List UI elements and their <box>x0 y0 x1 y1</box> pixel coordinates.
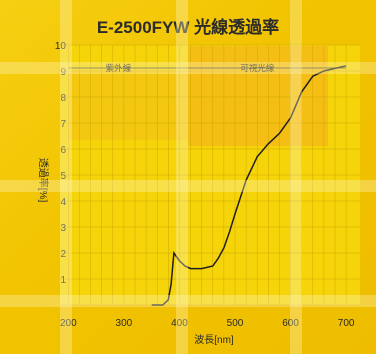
uv-band-label: 紫外線 <box>106 63 132 73</box>
y-tick-label: 8 <box>60 93 66 104</box>
x-tick-labels: 200 300 400 500 600 700 <box>60 318 355 329</box>
tape-strip-v1 <box>60 0 72 354</box>
y-axis-label: 透過率[%] <box>37 158 50 203</box>
y-tick-label: 5 <box>60 171 66 182</box>
tape-strip-v2 <box>176 0 188 354</box>
visible-band-label: 可視光線 <box>240 63 275 73</box>
y-tick-label: 6 <box>60 145 66 156</box>
visible-band-highlight <box>188 46 328 146</box>
x-tick-label: 700 <box>338 318 355 329</box>
y-tick-label: 9 <box>60 67 66 78</box>
y-tick-label: 10 <box>55 41 67 52</box>
tape-strip-v3 <box>290 0 302 354</box>
band-annotations: 紫外線 可視光線 <box>68 63 347 73</box>
grid <box>60 44 360 306</box>
series-line <box>151 65 347 306</box>
x-tick-label: 300 <box>116 318 133 329</box>
tape-strip-h1 <box>0 62 376 74</box>
y-tick-label: 4 <box>60 197 66 208</box>
uv-band-highlight <box>70 70 188 140</box>
x-tick-label: 500 <box>227 318 244 329</box>
y-tick-label: 2 <box>60 249 66 260</box>
x-tick-label: 200 <box>60 318 77 329</box>
y-tick-labels: 10 9 8 7 6 5 4 3 2 1 <box>55 41 67 286</box>
y-tick-label: 1 <box>60 275 66 286</box>
x-tick-label: 400 <box>171 318 188 329</box>
y-tick-label: 7 <box>60 119 66 130</box>
x-axis-label: 波長[nm] <box>194 333 234 346</box>
x-tick-label: 600 <box>282 318 299 329</box>
tape-strip-h2 <box>0 180 376 192</box>
chart-title: E-2500FYW 光線透過率 <box>97 17 279 37</box>
tape-strip-h3 <box>0 295 376 307</box>
y-tick-label: 3 <box>60 223 66 234</box>
